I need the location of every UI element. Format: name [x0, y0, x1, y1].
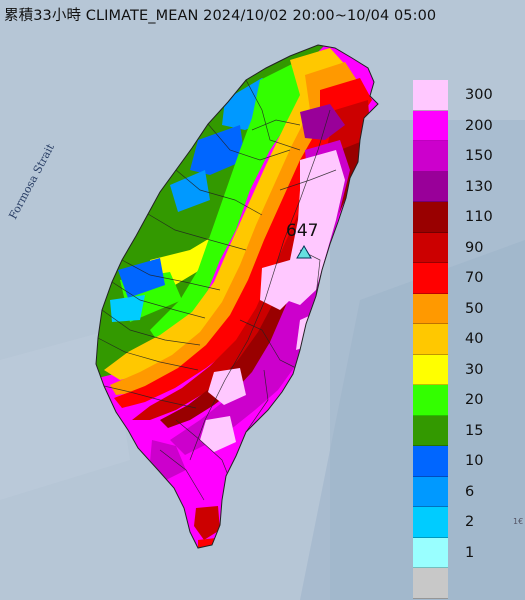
- legend-swatch: [413, 568, 448, 599]
- legend-label: 300: [465, 87, 493, 103]
- map-title: 累積33小時 CLIMATE_MEAN 2024/10/02 20:00~10/…: [4, 8, 437, 24]
- legend-label: 150: [465, 148, 493, 164]
- legend-row: 150: [413, 141, 515, 172]
- legend-swatch: [413, 80, 448, 111]
- legend-label: 20: [465, 392, 484, 408]
- legend-label: 10: [465, 453, 484, 469]
- legend-row: 10: [413, 446, 515, 477]
- legend-swatch: [413, 232, 448, 263]
- legend-swatch: [413, 171, 448, 202]
- legend-swatch: [413, 263, 448, 294]
- legend-row: 70: [413, 263, 515, 294]
- legend-row: 6: [413, 476, 515, 507]
- legend-row: 20: [413, 385, 515, 416]
- legend-swatch: [413, 476, 448, 507]
- legend-row: 50: [413, 293, 515, 324]
- legend-row: 2: [413, 507, 515, 538]
- legend-row: 110: [413, 202, 515, 233]
- legend-row: 200: [413, 110, 515, 141]
- legend-swatch: [413, 354, 448, 385]
- peak-value: 647: [286, 221, 319, 241]
- legend-label: 130: [465, 178, 493, 195]
- legend-label: 50: [465, 300, 484, 317]
- legend-swatch: [413, 385, 448, 416]
- legend-label: 15: [465, 422, 484, 439]
- legend-row: 1: [413, 537, 515, 568]
- peak-triangle-icon: [296, 245, 312, 259]
- legend-label: 2: [465, 514, 475, 530]
- legend-label: 110: [465, 209, 493, 225]
- legend-swatch: [413, 141, 448, 172]
- legend-label: 1: [465, 544, 475, 561]
- legend-label: 6: [465, 483, 475, 500]
- legend-row: 40: [413, 324, 515, 355]
- legend-label: 90: [465, 239, 484, 256]
- legend-label: 200: [465, 117, 493, 134]
- corner-label: 1€: [513, 517, 524, 526]
- legend-row: 130: [413, 171, 515, 202]
- legend-swatch: [413, 202, 448, 233]
- legend-swatch: [413, 537, 448, 568]
- legend-row: 90: [413, 232, 515, 263]
- legend-label: 40: [465, 331, 484, 347]
- legend-swatch: [413, 507, 448, 538]
- rainfall-legend: 300 200 150 130 110 90 70 50 40 30 20 15 10 6 2 1: [413, 80, 515, 599]
- legend-label: 30: [465, 361, 484, 378]
- legend-swatch: [413, 446, 448, 477]
- legend-swatch: [413, 110, 448, 141]
- legend-swatch: [413, 324, 448, 355]
- legend-label: 70: [465, 270, 484, 286]
- legend-row: 300: [413, 80, 515, 111]
- legend-swatch: [413, 415, 448, 446]
- legend-row: [413, 568, 515, 599]
- legend-row: 15: [413, 415, 515, 446]
- legend-row: 30: [413, 354, 515, 385]
- legend-swatch: [413, 293, 448, 324]
